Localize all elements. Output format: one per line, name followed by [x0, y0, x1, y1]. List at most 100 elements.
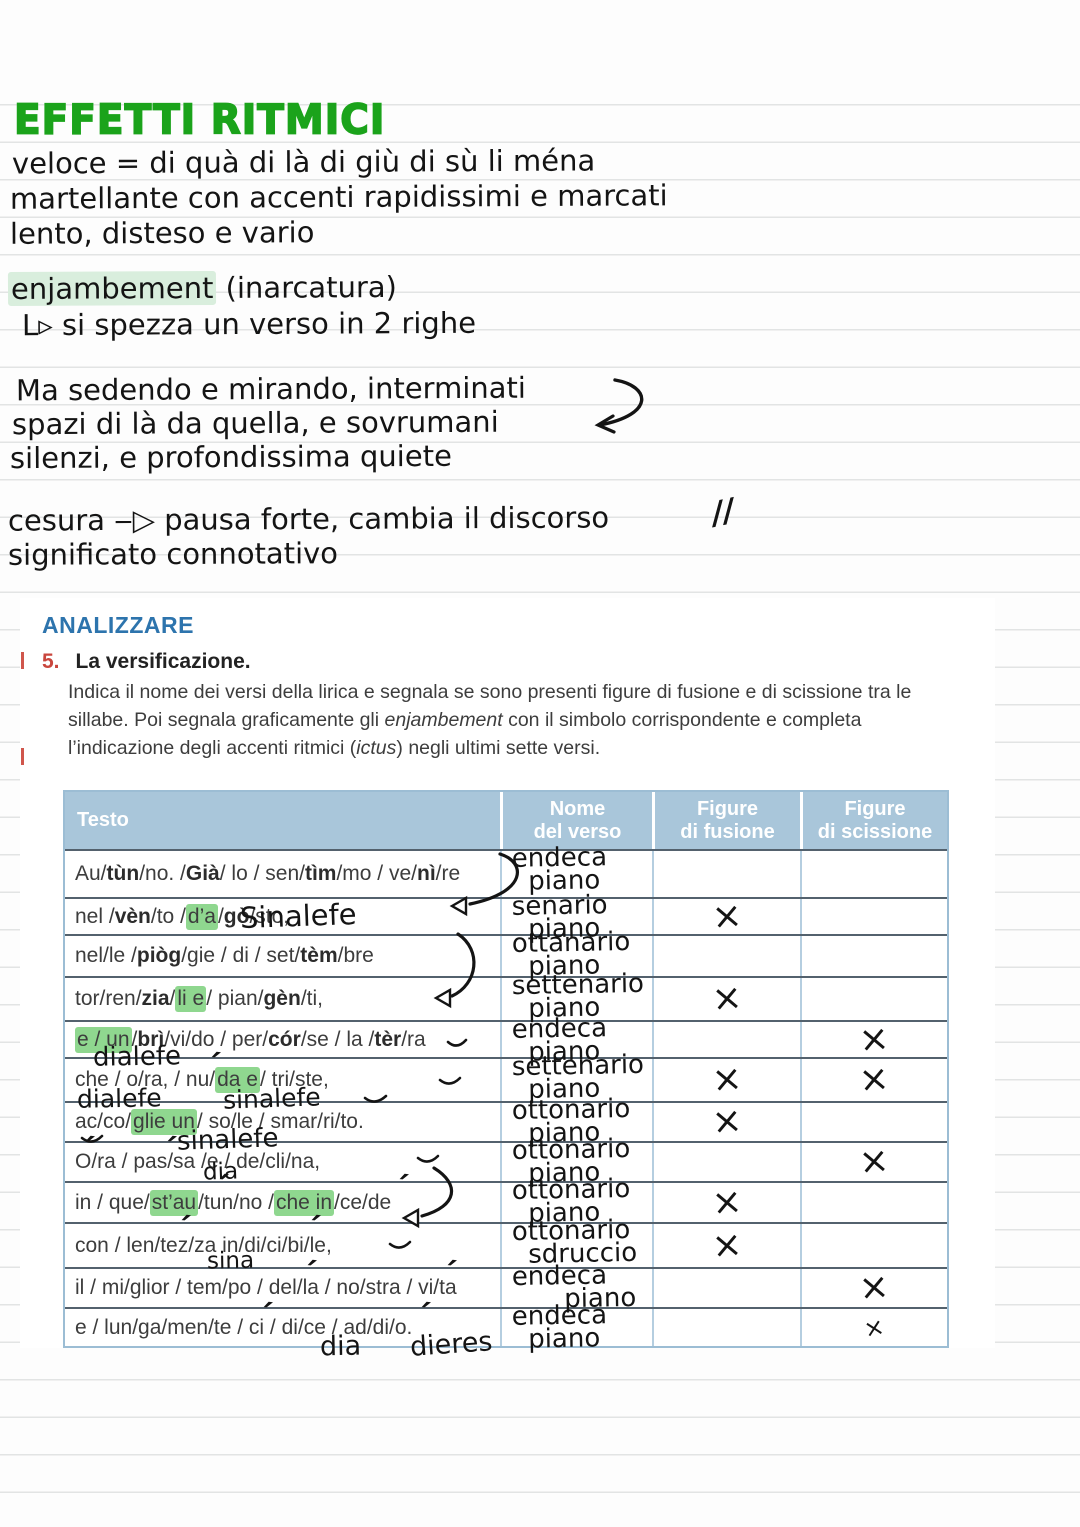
- verse-text: / so/le / smar/ri/to.: [196, 1110, 364, 1133]
- cell-figure-scissione: [800, 1183, 947, 1222]
- instruction-text: Indica il nome dei versi della lirica e …: [68, 681, 912, 731]
- section-heading: ANALIZZARE: [42, 612, 194, 638]
- handwritten-annotation: sina: [206, 1247, 255, 1275]
- cell-testo: il / mi/glior / tem/po / del/la / no/str…: [65, 1254, 500, 1307]
- handwritten-verse-name: endeca piano: [512, 842, 608, 896]
- handwritten-annotation: sinalefe: [222, 1082, 322, 1115]
- verse-text: O/ra / pas/sa /e / de/cli/na,: [75, 1150, 321, 1173]
- instruction-text: con il simbolo corrispondente e completa…: [68, 709, 862, 759]
- table-body: Au/tùn/no. / Già / lo / sen/tìm/mo / ve/…: [65, 842, 947, 1363]
- cell-figure-fusione: ×: [652, 1180, 800, 1224]
- note-text: lento, disteso e vario: [9, 215, 315, 251]
- exercise-title: La versificazione.: [75, 650, 251, 673]
- verse-text: gò: [223, 905, 250, 928]
- table-row: in / que/st’au/tun/no / che in/ce/de ´ ´ ot…: [65, 1168, 947, 1229]
- verse-text: vèn: [114, 905, 151, 928]
- verse-text: con / len/tez/za in/di/ci/bi/le,: [75, 1233, 332, 1257]
- handwritten-verse-name: ottonario sdruccio: [512, 1215, 638, 1270]
- handwritten-annotation: dialefe: [76, 1083, 162, 1114]
- ictus-accent-mark: ´: [391, 1168, 411, 1208]
- cell-nome-verso: ottonario piano: [500, 1174, 652, 1229]
- verse-text: gèn: [263, 987, 301, 1010]
- verse-text: /: [169, 987, 176, 1010]
- x-mark: ×: [857, 1017, 892, 1062]
- notes-title: EFFETTI RITMICI: [13, 96, 386, 144]
- verse-text: /: [131, 1028, 138, 1051]
- cell-testo: tor/ren/zia / li e / pian/gèn/ti,: [65, 978, 500, 1020]
- table-row: ac/co/glie un / so/le / smar/ri/to. sinale…: [65, 1094, 947, 1157]
- table-row: e / un / brì/vi/do / per/cór/se / la / t…: [65, 1013, 947, 1073]
- note-text: (inarcatura): [216, 269, 397, 305]
- x-mark: ×: [710, 1180, 744, 1224]
- highlighted-syllables: glie un: [131, 1109, 197, 1135]
- instruction-text: ) negli ultimi sette versi.: [396, 737, 601, 759]
- cell-testo: in / que/st’au/tun/no / che in/ce/de ´ ´: [65, 1168, 500, 1222]
- cell-figure-fusione: ×: [652, 1057, 800, 1102]
- table-row: che / o/ra, / nu/da e / tri/ste, dialefe s…: [65, 1046, 947, 1115]
- cell-testo: nel / vèn/to / d’a / gò/sto, Sinalefe: [65, 897, 500, 935]
- margin-mark: [21, 652, 24, 669]
- note-text: Ma sedendo e mirando, interminati: [15, 370, 527, 408]
- cell-figure-fusione: ×: [652, 1223, 800, 1267]
- verse-text: /se / la /: [300, 1028, 375, 1051]
- verse-text: tìm: [304, 862, 337, 885]
- verse-text: il / mi/glior / tem/po / del/la / no/str…: [75, 1276, 457, 1299]
- highlighted-syllables: st’au: [149, 1189, 199, 1216]
- x-mark: ×: [710, 894, 744, 939]
- cell-nome-verso: ottonario sdruccio: [500, 1215, 652, 1270]
- column-header: Figure di fusione: [652, 792, 800, 849]
- cell-nome-verso: ottonario piano: [500, 1094, 652, 1149]
- note-text: martellante con accenti rapidissimi e ma…: [9, 178, 668, 216]
- cell-testo: che / o/ra, / nu/da e / tri/ste, dialefe s…: [65, 1046, 500, 1114]
- column-header: Testo: [65, 792, 500, 849]
- verse-text: brì: [137, 1028, 165, 1051]
- cell-figure-scissione: [800, 936, 947, 976]
- verse-text: Au/: [75, 862, 107, 885]
- note-text: silenzi, e profondissima quiete: [9, 438, 452, 476]
- verse-text: ac/co/: [75, 1110, 132, 1133]
- verse-text: in / que/: [75, 1190, 150, 1214]
- note-line: L▹ si spezza un verso in 2 righe: [22, 306, 476, 342]
- cell-figure-scissione: ×: [800, 1140, 947, 1183]
- x-mark: ×: [857, 1265, 892, 1310]
- handwritten-annotation: dialefe: [92, 1041, 182, 1073]
- handwritten-annotation: sinalefe: [176, 1123, 280, 1157]
- textbook-exercise: ANALIZZARE 5. La versificazione. Indica i…: [20, 598, 995, 1363]
- note-line: enjambement (inarcatura): [7, 269, 397, 307]
- cell-figure-scissione: ×: [800, 1265, 947, 1310]
- highlighted-term: enjambement: [7, 270, 217, 307]
- verse-text: tèm: [300, 944, 338, 967]
- note-text: cesura ‒▷ pausa forte, cambia il discors…: [7, 500, 610, 538]
- cell-figure-scissione: [800, 1224, 947, 1267]
- verse-text: tèr: [374, 1028, 402, 1051]
- cell-figure-scissione: [800, 1103, 947, 1141]
- table-row: con / len/tez/za in/di/ci/bi/le, sina ´ ´ ot…: [65, 1209, 947, 1274]
- x-mark: ×: [710, 1057, 744, 1102]
- column-header: Nome del verso: [500, 792, 652, 849]
- cell-figure-scissione: [800, 851, 947, 897]
- verse-text: Già: [185, 862, 220, 885]
- column-header-text: Nome: [549, 797, 606, 820]
- column-header-text: Figure: [844, 797, 906, 820]
- x-mark: ×: [857, 1057, 892, 1102]
- handwritten-verse-name: endeca piano: [512, 1300, 608, 1354]
- column-header-text: di fusione: [680, 820, 775, 843]
- cell-testo: Au/tùn/no. / Già / lo / sen/tìm/mo / ve/…: [65, 851, 500, 897]
- cell-figure-fusione: [652, 1022, 800, 1058]
- note-line: Ma sedendo e mirando, interminati: [15, 370, 527, 408]
- verse-text: / tri/ste,: [259, 1068, 329, 1091]
- column-header-text: Figure: [696, 797, 759, 820]
- cell-figure-scissione: [800, 978, 947, 1020]
- column-header: Figure di scissione: [800, 792, 947, 849]
- note-line: silenzi, e profondissima quiete: [9, 438, 452, 476]
- x-mark: ×: [710, 1223, 744, 1267]
- verse-text: /tun/no /: [198, 1190, 274, 1214]
- verse-text: /ra: [401, 1028, 426, 1051]
- exercise-title-row: 5. La versificazione.: [42, 650, 251, 674]
- verse-text: /vi/do / per/: [164, 1028, 269, 1051]
- verse-text: /ti,: [300, 987, 323, 1010]
- table-row: nel/le / piòg/gie / di / set/tèm/bre otta…: [65, 927, 947, 982]
- note-text: veloce = di quà di là di giù di sù li mé…: [11, 143, 596, 181]
- highlighted-syllables: che in: [273, 1189, 335, 1216]
